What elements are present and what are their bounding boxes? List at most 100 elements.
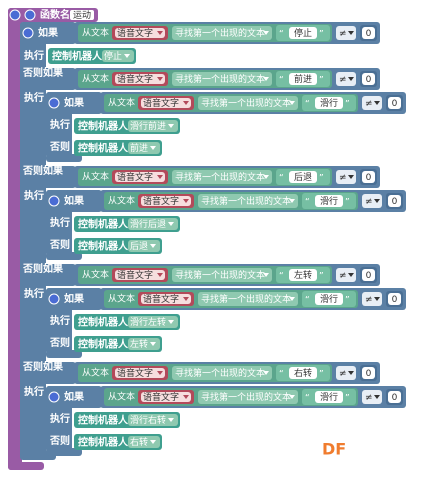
function-footer <box>8 462 44 470</box>
quote-close: ” <box>345 296 350 306</box>
robot-action: 前进 <box>130 142 148 154</box>
quote-close: ” <box>345 394 350 404</box>
gear-icon[interactable] <box>22 27 34 39</box>
variable-field[interactable] <box>115 368 165 378</box>
string-field[interactable] <box>289 367 317 379</box>
operator-dropdown[interactable] <box>336 268 356 282</box>
gear-icon[interactable] <box>48 391 60 403</box>
number-field[interactable] <box>388 195 401 207</box>
from-text-label: 从文本 <box>108 195 135 207</box>
else-keyword: 否则 <box>49 140 70 153</box>
number-field[interactable] <box>388 293 401 305</box>
number-field[interactable] <box>362 269 375 281</box>
variable-field[interactable] <box>115 28 165 38</box>
operator-dropdown[interactable] <box>336 72 356 86</box>
robot-dropdown[interactable] <box>128 142 160 154</box>
help-icon[interactable] <box>24 9 36 21</box>
robot-dropdown[interactable] <box>128 414 178 426</box>
gear-icon[interactable] <box>48 97 60 109</box>
if-keyword: 如果 <box>64 390 85 403</box>
operator-dropdown[interactable] <box>362 390 382 404</box>
dropdown-arrow <box>374 199 380 203</box>
robot-dropdown[interactable] <box>128 120 178 132</box>
nested-if-row <box>46 288 102 310</box>
find-dropdown[interactable] <box>172 268 272 282</box>
do-keyword: 执行 <box>50 118 70 131</box>
string-field[interactable] <box>315 391 343 403</box>
elseif-row <box>20 264 76 286</box>
robot-dropdown[interactable] <box>128 338 160 350</box>
gear-icon[interactable] <box>48 293 60 305</box>
quote-open: “ <box>305 394 310 404</box>
robot-dropdown[interactable] <box>128 240 160 252</box>
string-field[interactable] <box>289 27 317 39</box>
else-keyword: 否则 <box>49 238 70 251</box>
nested-if-footer <box>46 350 82 358</box>
robot-dropdown[interactable] <box>102 50 134 62</box>
number-field[interactable] <box>362 171 375 183</box>
find-dropdown[interactable] <box>198 390 298 404</box>
variable-field[interactable] <box>141 196 191 206</box>
string-value: 左转 <box>294 269 312 281</box>
do-keyword: 执行 <box>24 91 44 104</box>
string-field[interactable] <box>289 73 317 85</box>
number-field[interactable] <box>388 391 401 403</box>
dropdown-arrow <box>374 297 380 301</box>
function-name: 运动 <box>73 10 91 21</box>
dropdown-arrow <box>183 199 189 203</box>
find-dropdown[interactable] <box>198 194 298 208</box>
elseif-keyword: 否则如果 <box>22 164 64 177</box>
string-value: 后退 <box>294 172 312 183</box>
string-field[interactable] <box>315 195 343 207</box>
operator-dropdown[interactable] <box>362 194 382 208</box>
variable-field[interactable] <box>115 172 165 182</box>
string-field[interactable] <box>315 293 343 305</box>
number-field[interactable] <box>362 367 375 379</box>
dropdown-arrow <box>289 395 295 399</box>
else-keyword: 否则 <box>49 336 70 349</box>
variable-field[interactable] <box>141 392 191 402</box>
string-field[interactable] <box>289 171 317 183</box>
quote-close: ” <box>319 174 324 184</box>
find-mode: 寻找第一个出现的文本 <box>175 73 265 85</box>
find-dropdown[interactable] <box>172 170 272 184</box>
gear-icon[interactable] <box>9 9 21 21</box>
function-name-field[interactable] <box>70 10 94 20</box>
operator-dropdown[interactable] <box>362 292 382 306</box>
number-field[interactable] <box>362 27 375 39</box>
find-dropdown[interactable] <box>172 366 272 380</box>
operator-dropdown[interactable] <box>362 96 382 110</box>
robot-dropdown[interactable] <box>128 316 178 328</box>
number-value: 0 <box>366 369 372 379</box>
robot-dropdown[interactable] <box>128 218 178 230</box>
find-dropdown[interactable] <box>198 292 298 306</box>
string-field[interactable] <box>289 269 317 281</box>
operator: ≠ <box>339 29 347 39</box>
find-dropdown[interactable] <box>198 96 298 110</box>
variable-field[interactable] <box>141 98 191 108</box>
variable-field[interactable] <box>141 294 191 304</box>
operator-dropdown[interactable] <box>336 170 356 184</box>
string-field[interactable] <box>315 97 343 109</box>
operator-dropdown[interactable] <box>336 366 356 380</box>
dropdown-arrow <box>289 101 295 105</box>
variable-name: 语音文字 <box>117 27 153 39</box>
if-keyword: 如果 <box>64 96 85 109</box>
operator-dropdown[interactable] <box>336 26 356 40</box>
robot-action: 滑行前进 <box>130 120 166 132</box>
watermark: DF <box>322 440 346 459</box>
variable-field[interactable] <box>115 74 165 84</box>
number-field[interactable] <box>388 97 401 109</box>
robot-action: 右转 <box>130 436 148 448</box>
robot-action: 滑行左转 <box>130 316 166 328</box>
number-field[interactable] <box>362 73 375 85</box>
robot-dropdown[interactable] <box>128 436 160 448</box>
find-dropdown[interactable] <box>172 26 272 40</box>
find-dropdown[interactable] <box>172 72 272 86</box>
number-value: 0 <box>392 295 398 305</box>
find-mode: 寻找第一个出现的文本 <box>175 171 265 183</box>
variable-field[interactable] <box>115 270 165 280</box>
gear-icon[interactable] <box>48 195 60 207</box>
robot-label: 控制机器人 <box>78 218 129 231</box>
quote-close: ” <box>319 30 324 40</box>
